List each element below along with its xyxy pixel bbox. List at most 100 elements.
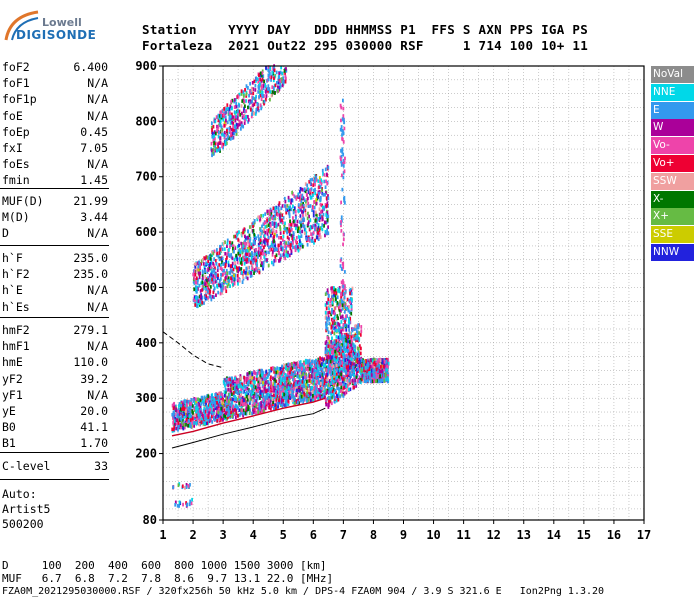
echo-point bbox=[349, 331, 352, 336]
echo-point bbox=[213, 257, 216, 261]
echo-point bbox=[176, 416, 179, 421]
echo-point bbox=[245, 406, 248, 411]
echo-point bbox=[248, 405, 251, 410]
echo-point bbox=[232, 386, 235, 391]
echo-point bbox=[303, 224, 306, 229]
echo-point bbox=[204, 297, 207, 301]
echo-point bbox=[198, 398, 201, 403]
echo-point bbox=[249, 260, 252, 265]
echo-point bbox=[192, 272, 195, 277]
echo-point bbox=[314, 369, 317, 374]
echo-point bbox=[202, 262, 205, 266]
echo-point bbox=[337, 397, 340, 402]
echo-point bbox=[263, 387, 266, 391]
echo-point bbox=[228, 279, 231, 283]
echo-point bbox=[280, 247, 283, 252]
echo-point bbox=[227, 282, 230, 286]
echo-point bbox=[371, 359, 374, 363]
echo-point bbox=[210, 270, 213, 275]
echo-point bbox=[328, 317, 331, 321]
echo-point bbox=[255, 247, 258, 252]
echo-point bbox=[258, 237, 261, 241]
echo-point bbox=[234, 395, 237, 399]
echo-point bbox=[331, 307, 333, 312]
echo-point bbox=[273, 224, 276, 228]
echo-point bbox=[196, 299, 199, 304]
echo-point bbox=[354, 378, 357, 383]
echo-point bbox=[270, 394, 273, 399]
param-row-hmf2: hmF2 279.1 bbox=[2, 323, 108, 339]
echo-point bbox=[273, 370, 276, 374]
echo-point bbox=[177, 417, 180, 422]
echo-point bbox=[331, 355, 333, 359]
echo-point bbox=[204, 256, 207, 261]
echo-point bbox=[296, 400, 299, 405]
echo-point bbox=[277, 211, 280, 215]
echo-point bbox=[309, 398, 312, 403]
echo-point bbox=[282, 365, 285, 370]
param-value: 39.2 bbox=[80, 371, 108, 386]
echo-point bbox=[207, 259, 210, 264]
echo-point bbox=[323, 391, 326, 396]
echo-point bbox=[234, 273, 237, 278]
echo-point bbox=[342, 129, 344, 134]
echo-point bbox=[216, 418, 219, 423]
echo-point bbox=[216, 276, 219, 280]
echo-point bbox=[334, 297, 337, 301]
echo-point bbox=[294, 382, 297, 387]
echo-point bbox=[335, 324, 338, 329]
param-value: 7.05 bbox=[80, 141, 108, 155]
echo-point bbox=[311, 368, 314, 372]
echo-point bbox=[342, 344, 345, 349]
echo-point bbox=[308, 214, 310, 219]
echo-point bbox=[273, 259, 276, 263]
echo-point bbox=[246, 394, 248, 399]
echo-point bbox=[243, 269, 245, 273]
echo-point bbox=[241, 408, 243, 413]
echo-point bbox=[340, 372, 343, 377]
echo-point bbox=[198, 283, 201, 288]
echo-point bbox=[311, 232, 313, 236]
echo-point bbox=[328, 365, 330, 370]
echo-point bbox=[223, 408, 226, 412]
echo-point bbox=[286, 373, 289, 378]
echo-point bbox=[325, 328, 328, 333]
echo-point bbox=[277, 374, 279, 379]
echo-point bbox=[339, 363, 342, 367]
echo-point bbox=[280, 377, 282, 382]
echo-point bbox=[258, 409, 261, 414]
echo-point bbox=[327, 330, 330, 335]
echo-point bbox=[283, 196, 286, 201]
echo-point bbox=[239, 374, 242, 378]
echo-point bbox=[340, 223, 342, 228]
echo-point bbox=[214, 404, 216, 408]
echo-point bbox=[307, 398, 310, 402]
echo-point bbox=[342, 242, 344, 247]
echo-point bbox=[183, 400, 186, 404]
param-label: B1 bbox=[2, 436, 16, 451]
echo-point bbox=[304, 208, 307, 213]
echo-point bbox=[333, 395, 336, 400]
echo-point bbox=[342, 341, 344, 346]
echo-point bbox=[316, 220, 318, 225]
echo-point bbox=[278, 372, 281, 377]
echo-point bbox=[233, 281, 236, 286]
echo-point bbox=[215, 273, 217, 277]
echo-point bbox=[347, 379, 350, 384]
echo-point bbox=[269, 215, 272, 219]
echo-point bbox=[221, 256, 224, 261]
echo-point bbox=[317, 179, 320, 183]
echo-point bbox=[239, 253, 241, 257]
echo-point bbox=[246, 376, 248, 381]
echo-point bbox=[329, 351, 331, 355]
echo-point bbox=[339, 258, 342, 263]
echo-point bbox=[182, 416, 185, 421]
echo-point bbox=[293, 364, 296, 368]
echo-point bbox=[337, 316, 339, 321]
echo-point bbox=[327, 336, 330, 341]
echo-point bbox=[322, 364, 325, 368]
echo-point bbox=[346, 368, 349, 372]
echo-point bbox=[359, 359, 362, 364]
param-row-fmin: fmin 1.45 bbox=[2, 173, 108, 189]
echo-point bbox=[350, 353, 353, 357]
